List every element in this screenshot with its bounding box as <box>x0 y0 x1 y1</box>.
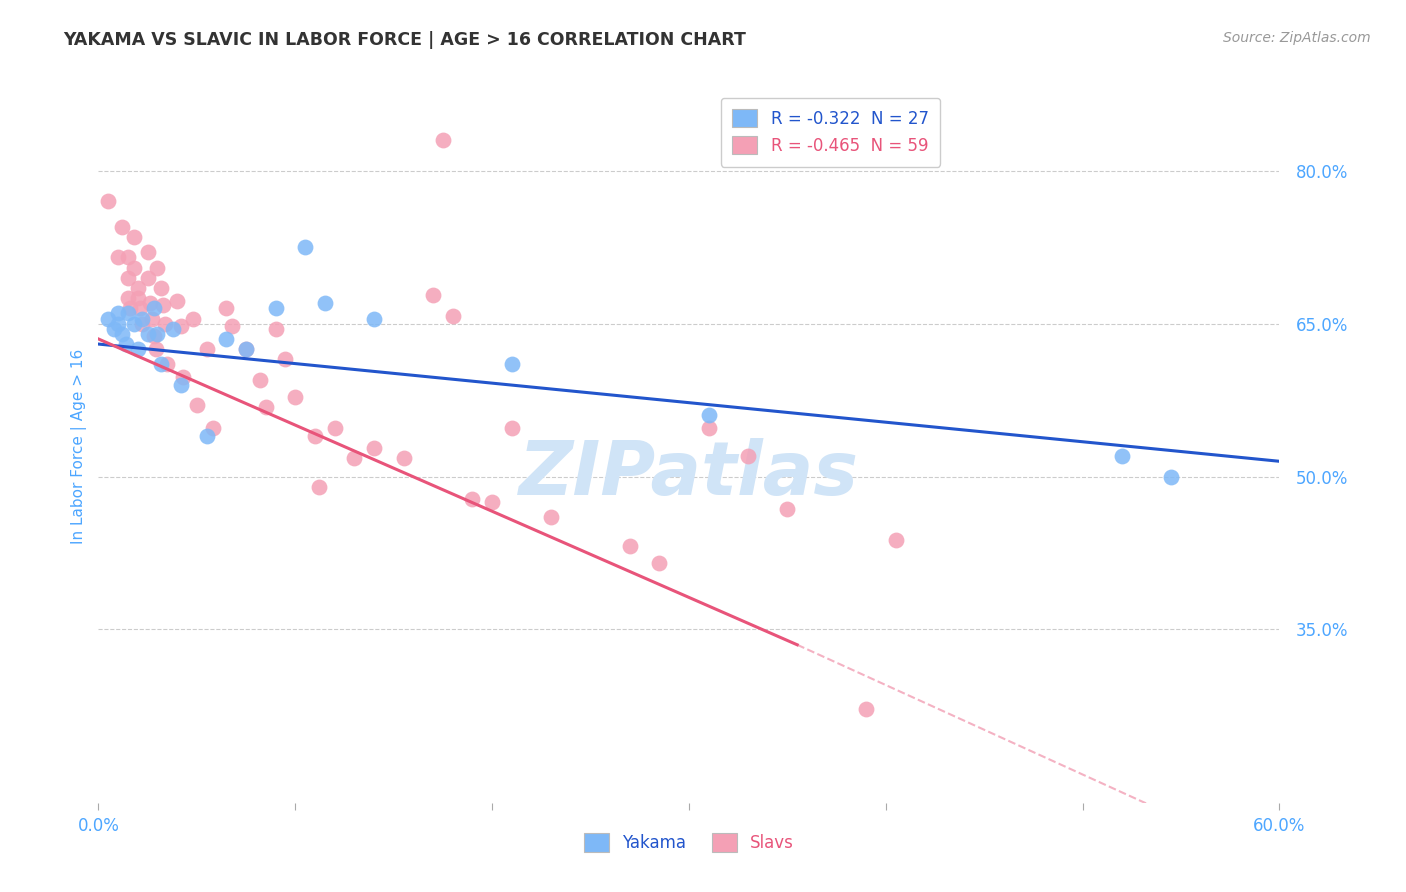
Point <box>107 251 129 265</box>
Point <box>343 451 366 466</box>
Point <box>363 441 385 455</box>
Point <box>170 377 193 392</box>
Point <box>117 251 139 265</box>
Point <box>111 326 134 341</box>
Point <box>1111 449 1133 463</box>
Point <box>422 288 444 302</box>
Point <box>697 409 720 423</box>
Point <box>136 270 159 285</box>
Point <box>146 260 169 275</box>
Y-axis label: In Labor Force | Age > 16: In Labor Force | Age > 16 <box>72 349 87 543</box>
Legend: Yakama, Slavs: Yakama, Slavs <box>578 827 800 859</box>
Point <box>127 291 149 305</box>
Point <box>115 337 138 351</box>
Point <box>122 230 145 244</box>
Point <box>304 429 326 443</box>
Point <box>501 358 523 372</box>
Point <box>363 311 385 326</box>
Point <box>254 401 277 415</box>
Point <box>186 398 208 412</box>
Text: ZIPatlas: ZIPatlas <box>519 438 859 511</box>
Point <box>235 342 257 356</box>
Point <box>648 556 671 570</box>
Point <box>117 291 139 305</box>
Point <box>111 219 134 234</box>
Point <box>215 332 238 346</box>
Point <box>314 296 336 310</box>
Point <box>501 420 523 434</box>
Point <box>441 309 464 323</box>
Point <box>131 317 153 331</box>
Point <box>308 480 330 494</box>
Point <box>142 329 165 343</box>
Point <box>432 133 454 147</box>
Point <box>152 298 174 312</box>
Point <box>118 301 141 316</box>
Point <box>392 451 415 466</box>
Point <box>136 245 159 260</box>
Point <box>107 306 129 320</box>
Point <box>150 281 173 295</box>
Point <box>181 311 204 326</box>
Point <box>117 306 139 320</box>
Point <box>146 326 169 341</box>
Point <box>150 358 173 372</box>
Point <box>201 420 224 434</box>
Point <box>142 301 165 316</box>
Text: Source: ZipAtlas.com: Source: ZipAtlas.com <box>1223 31 1371 45</box>
Point <box>138 296 160 310</box>
Point <box>235 342 257 356</box>
Point <box>215 301 238 316</box>
Point <box>97 194 120 209</box>
Point <box>195 342 218 356</box>
Point <box>264 301 287 316</box>
Point <box>155 317 177 331</box>
Point <box>274 352 297 367</box>
Point <box>284 390 307 404</box>
Point <box>136 326 159 341</box>
Point <box>128 301 150 316</box>
Point <box>221 318 243 333</box>
Point <box>127 281 149 295</box>
Point <box>323 420 346 434</box>
Point <box>1160 469 1182 483</box>
Point <box>172 369 194 384</box>
Point <box>156 358 179 372</box>
Point <box>103 322 125 336</box>
Point <box>122 260 145 275</box>
Point <box>127 342 149 356</box>
Point <box>697 420 720 434</box>
Text: YAKAMA VS SLAVIC IN LABOR FORCE | AGE > 16 CORRELATION CHART: YAKAMA VS SLAVIC IN LABOR FORCE | AGE > … <box>63 31 747 49</box>
Point <box>619 539 641 553</box>
Point <box>249 373 271 387</box>
Point <box>166 294 188 309</box>
Point <box>107 317 129 331</box>
Point <box>122 317 145 331</box>
Point <box>117 270 139 285</box>
Point <box>776 502 799 516</box>
Point <box>884 533 907 547</box>
Point <box>145 342 167 356</box>
Point <box>294 240 316 254</box>
Point <box>737 449 759 463</box>
Point <box>855 702 877 716</box>
Point <box>264 322 287 336</box>
Point <box>481 495 503 509</box>
Point <box>540 510 562 524</box>
Point <box>97 311 120 326</box>
Point <box>461 491 484 506</box>
Point <box>131 311 153 326</box>
Point <box>162 322 184 336</box>
Point <box>195 429 218 443</box>
Point <box>141 311 163 326</box>
Point <box>170 318 193 333</box>
